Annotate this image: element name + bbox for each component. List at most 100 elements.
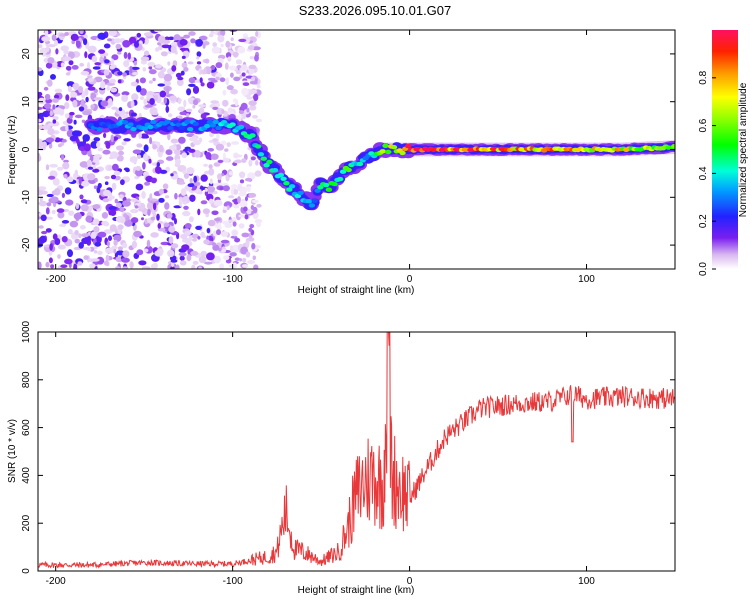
noise-speckle — [68, 210, 75, 216]
noise-speckle — [198, 35, 208, 41]
noise-speckle — [211, 46, 221, 54]
noise-speckle — [121, 94, 129, 103]
noise-speckle — [125, 168, 130, 173]
noise-speckle — [178, 199, 183, 207]
noise-speckle — [233, 76, 241, 82]
noise-speckle — [107, 38, 112, 42]
noise-speckle — [131, 93, 139, 101]
noise-speckle — [251, 199, 259, 204]
noise-speckle — [116, 155, 124, 162]
noise-speckle — [67, 229, 73, 235]
noise-speckle — [241, 87, 249, 96]
noise-speckle — [57, 254, 61, 259]
noise-speckle — [46, 44, 50, 53]
noise-speckle — [192, 99, 199, 106]
noise-speckle — [227, 56, 232, 62]
noise-speckle — [94, 62, 101, 66]
noise-speckle — [78, 106, 85, 112]
noise-speckle — [203, 163, 208, 167]
ridge-cell — [382, 143, 389, 148]
noise-speckle — [246, 208, 252, 215]
noise-speckle — [182, 210, 191, 217]
ridge-cell — [286, 187, 293, 192]
noise-speckle — [118, 194, 124, 199]
noise-speckle — [92, 204, 101, 210]
noise-speckle — [165, 166, 171, 172]
noise-speckle — [112, 163, 119, 171]
noise-speckle — [65, 65, 72, 71]
noise-speckle — [180, 188, 187, 196]
noise-speckle — [141, 217, 144, 221]
noise-speckle — [198, 104, 206, 108]
noise-speckle — [41, 230, 48, 235]
noise-speckle — [139, 77, 146, 84]
noise-speckle — [147, 61, 156, 67]
noise-speckle — [52, 104, 56, 110]
noise-speckle — [150, 232, 159, 238]
noise-speckle — [79, 194, 84, 200]
noise-speckle — [106, 85, 110, 91]
noise-speckle — [158, 197, 165, 203]
noise-speckle — [97, 147, 103, 152]
noise-speckle — [40, 214, 47, 222]
noise-speckle — [163, 222, 170, 228]
noise-speckle — [85, 215, 93, 223]
noise-speckle — [183, 67, 189, 72]
noise-speckle — [196, 61, 202, 65]
noise-speckle — [144, 104, 153, 108]
noise-speckle — [123, 60, 130, 68]
noise-speckle — [108, 30, 117, 37]
noise-speckle — [69, 220, 79, 228]
noise-speckle — [121, 257, 130, 263]
ridge-cell — [257, 152, 265, 157]
noise-speckle — [248, 100, 257, 106]
noise-speckle — [153, 202, 157, 211]
noise-speckle — [98, 49, 106, 54]
noise-speckle — [230, 72, 234, 78]
noise-speckle — [54, 88, 63, 94]
ridge-cell — [184, 119, 191, 125]
noise-speckle — [93, 250, 98, 254]
noise-speckle — [244, 213, 249, 220]
noise-speckle — [208, 164, 213, 169]
noise-speckle — [115, 202, 122, 208]
noise-speckle — [41, 36, 51, 42]
noise-speckle — [96, 235, 100, 243]
noise-speckle — [142, 162, 146, 170]
noise-speckle — [53, 94, 60, 99]
noise-speckle — [250, 205, 255, 210]
noise-speckle — [192, 104, 196, 109]
noise-speckle — [126, 198, 131, 202]
noise-speckle — [230, 235, 238, 239]
noise-speckle — [230, 187, 234, 196]
noise-speckle — [135, 165, 141, 171]
noise-speckle — [207, 148, 214, 152]
noise-speckle — [204, 261, 213, 265]
noise-speckle — [122, 72, 127, 77]
noise-speckle — [45, 207, 50, 215]
noise-speckle — [245, 240, 250, 248]
noise-speckle — [192, 238, 198, 242]
ridge-cell — [266, 159, 273, 165]
noise-speckle — [93, 226, 100, 233]
noise-speckle — [132, 149, 142, 154]
noise-speckle — [230, 184, 238, 190]
noise-speckle — [207, 219, 216, 227]
noise-speckle — [123, 219, 133, 227]
ridge-cell — [249, 133, 256, 138]
noise-speckle — [143, 144, 149, 153]
noise-speckle — [165, 156, 174, 161]
noise-speckle — [132, 72, 139, 76]
noise-speckle — [249, 224, 255, 229]
colorbar-label: Normalized spectral amplitude — [738, 82, 749, 217]
noise-speckle — [128, 36, 137, 45]
noise-speckle — [44, 93, 51, 101]
noise-speckle — [60, 62, 65, 68]
y-tick-label: 10 — [21, 96, 32, 108]
noise-speckle — [103, 132, 107, 138]
noise-speckle — [170, 173, 174, 177]
noise-speckle — [249, 105, 257, 111]
noise-speckle — [240, 102, 248, 110]
noise-speckle — [87, 75, 93, 79]
